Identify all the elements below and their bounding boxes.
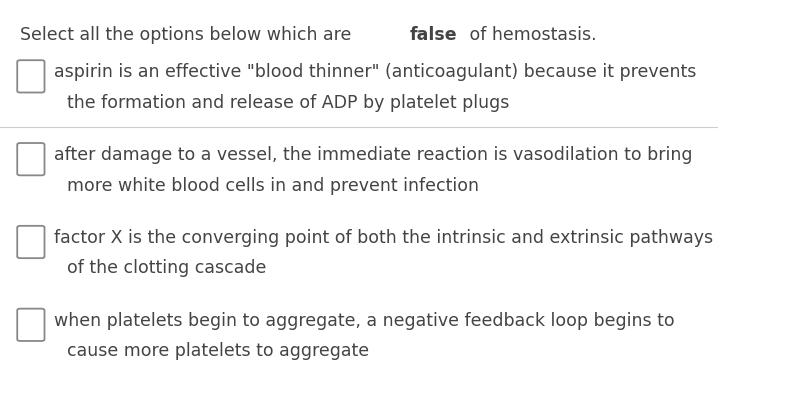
Text: aspirin is an effective "blood thinner" (anticoagulant) because it prevents: aspirin is an effective "blood thinner" … — [54, 63, 696, 82]
FancyBboxPatch shape — [17, 226, 44, 258]
Text: the formation and release of ADP by platelet plugs: the formation and release of ADP by plat… — [67, 94, 509, 112]
Text: after damage to a vessel, the immediate reaction is vasodilation to bring: after damage to a vessel, the immediate … — [54, 146, 692, 164]
Text: of hemostasis.: of hemostasis. — [464, 26, 597, 44]
Text: cause more platelets to aggregate: cause more platelets to aggregate — [67, 342, 369, 360]
FancyBboxPatch shape — [17, 60, 44, 93]
FancyBboxPatch shape — [17, 143, 44, 175]
Text: of the clotting cascade: of the clotting cascade — [67, 259, 266, 278]
Text: more white blood cells in and prevent infection: more white blood cells in and prevent in… — [67, 177, 479, 195]
Text: Select all the options below which are: Select all the options below which are — [20, 26, 357, 44]
FancyBboxPatch shape — [17, 309, 44, 341]
Text: when platelets begin to aggregate, a negative feedback loop begins to: when platelets begin to aggregate, a neg… — [54, 312, 674, 330]
Text: factor X is the converging point of both the intrinsic and extrinsic pathways: factor X is the converging point of both… — [54, 229, 713, 247]
Text: false: false — [409, 26, 457, 44]
